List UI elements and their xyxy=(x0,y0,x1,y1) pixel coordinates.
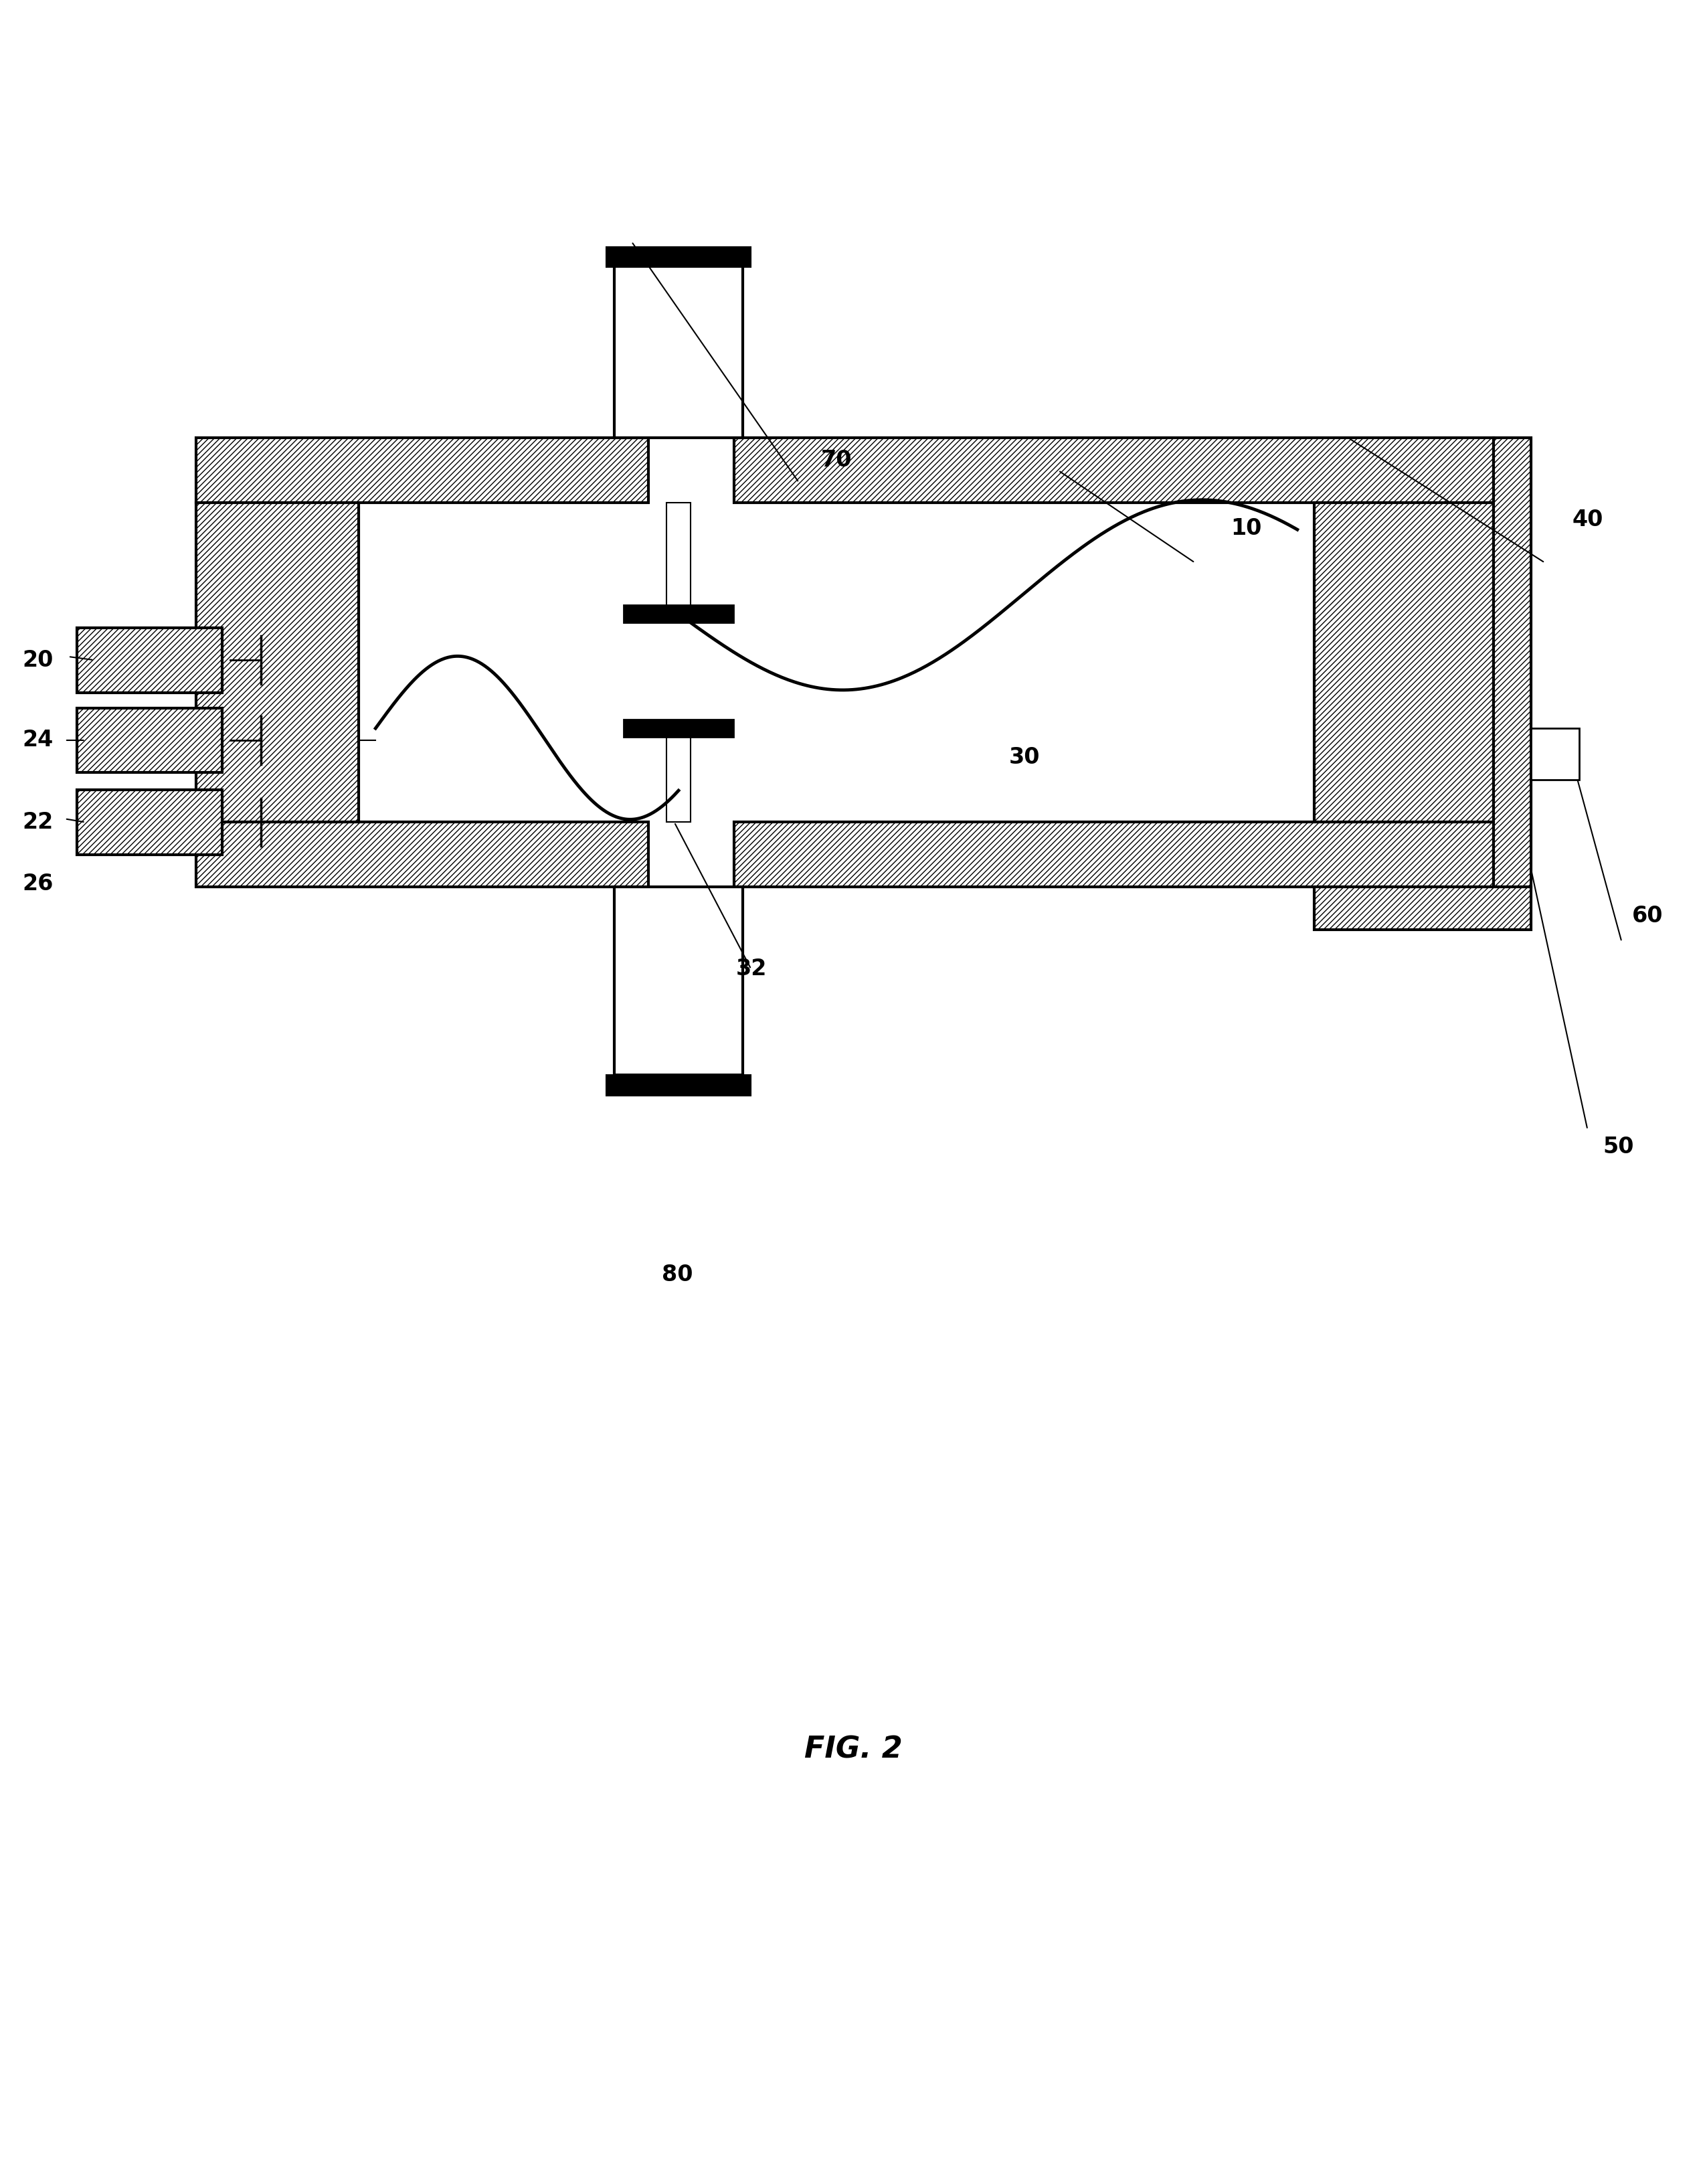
Bar xyxy=(734,439,1494,502)
Text: 80: 80 xyxy=(662,1265,693,1286)
Text: 32: 32 xyxy=(736,959,766,981)
Bar xyxy=(606,1075,751,1096)
Text: FIG. 2: FIG. 2 xyxy=(804,1734,903,1765)
Bar xyxy=(606,247,751,266)
Text: 22: 22 xyxy=(22,810,53,834)
Text: 20: 20 xyxy=(22,649,53,670)
Text: 26: 26 xyxy=(22,874,53,895)
Text: 70: 70 xyxy=(821,450,852,472)
Text: 30: 30 xyxy=(1009,747,1040,769)
Bar xyxy=(77,791,222,854)
Text: 24: 24 xyxy=(22,729,53,751)
Bar xyxy=(196,502,358,821)
Bar xyxy=(1494,439,1531,887)
Bar xyxy=(623,721,732,736)
Bar xyxy=(77,708,222,773)
Bar xyxy=(196,821,649,887)
Bar xyxy=(623,605,732,622)
Bar xyxy=(77,627,222,692)
Text: 40: 40 xyxy=(1572,509,1603,531)
Bar xyxy=(615,251,743,439)
Text: 50: 50 xyxy=(1603,1136,1634,1158)
Bar xyxy=(196,439,649,502)
Bar xyxy=(1531,727,1579,780)
Text: 10: 10 xyxy=(1231,518,1261,539)
Text: 60: 60 xyxy=(1632,904,1663,928)
Bar xyxy=(734,821,1494,887)
Bar xyxy=(666,502,690,614)
Bar xyxy=(666,727,690,821)
Bar xyxy=(1314,887,1531,930)
Bar xyxy=(615,887,743,1075)
Bar xyxy=(1314,502,1494,821)
